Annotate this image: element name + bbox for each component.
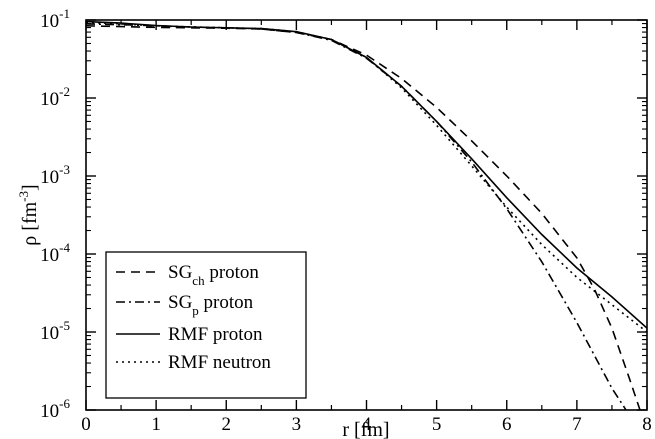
y-tick-label: 10-5 [40,318,70,344]
legend-label-sg-p-proton: SGp proton [168,292,254,318]
x-tick-label: 7 [572,414,582,435]
legend-box [105,251,307,399]
legend-label-sg-ch-proton: SGch proton [168,262,259,288]
data-series [85,20,648,411]
legend-label-rmf-neutron: RMF neutron [168,352,271,373]
y-tick-label: 10-1 [40,6,70,32]
y-tick-label: 10-3 [40,162,70,188]
x-tick-label: 8 [642,414,652,435]
x-tick-label: 6 [502,414,512,435]
x-tick-label: 5 [432,414,442,435]
axis-ticks: 0 1 2 3 4 5 6 7 8 10-1 10-2 10-3 10-4 10-5 10-6 [40,6,652,435]
legend-label-rmf-proton: RMF proton [168,324,263,345]
series-line-rmf-neutron [85,21,648,333]
legend: SGch proton SGp proton RMF proton RMF neutr… [105,251,307,399]
x-tick-label: 2 [222,414,232,435]
series-line-rmf-proton [85,20,648,329]
x-tick-label: 1 [151,414,161,435]
x-tick-label: 4 [362,414,372,435]
x-tick-label: 0 [81,414,91,435]
x-axis-label: r [fm] [342,419,389,439]
y-tick-label: 10-2 [40,84,70,110]
y-tick-label: 10-6 [40,396,70,422]
y-axis-label: ρ [fm-3] [16,184,41,245]
x-tick-label: 3 [292,414,302,435]
y-tick-label: 10-4 [40,240,70,266]
